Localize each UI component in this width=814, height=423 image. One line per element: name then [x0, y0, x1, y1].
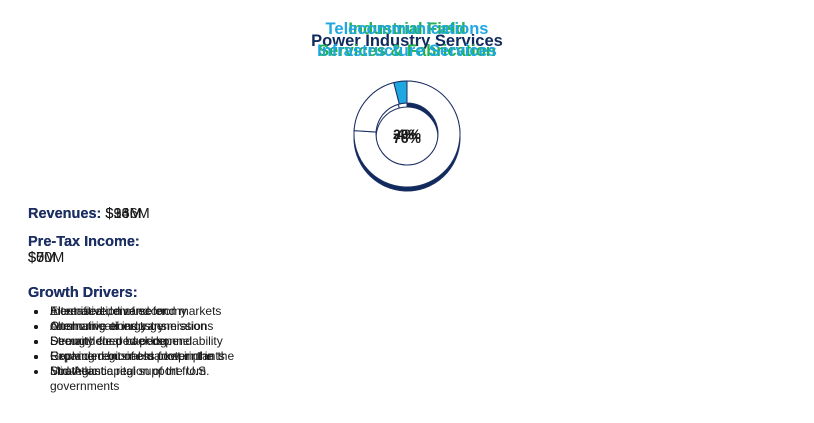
income-value: $0	[28, 250, 45, 266]
title-line: Services & Fabrication	[318, 42, 496, 60]
revenues-value: $346M	[105, 206, 150, 222]
donut-label: 4%	[397, 126, 418, 142]
income: Pre-Tax Income: $7M	[28, 234, 140, 266]
driver: Strategic capital support from governmen…	[48, 364, 258, 394]
income-label: Pre-Tax Income:	[28, 234, 140, 250]
driver: Onshoring of industry	[48, 319, 238, 334]
drivers-label: Growth Drivers:	[28, 285, 138, 301]
income: Pre-Tax Income: $0	[28, 234, 140, 266]
donut-label: 76%	[393, 130, 422, 146]
drivers-list: Electrification of economyAlternative en…	[28, 304, 258, 394]
title-line: Infrastructure Services	[317, 42, 497, 60]
income-value: $7M	[28, 250, 57, 266]
driver: Security cleared personnel	[48, 334, 248, 349]
driver: Increased demand for communications tran…	[48, 304, 248, 334]
donut-label: 20%	[393, 126, 422, 142]
driver: Expanded business footprint in the Mid-A…	[48, 349, 248, 379]
revenues: Revenues: $93M	[28, 206, 142, 222]
title-line: Power Industry Services	[311, 32, 503, 50]
driver: Demand for power dependability	[48, 334, 258, 349]
revenues: Revenues: $16M	[28, 206, 142, 222]
driver: Strengthened backlog	[48, 334, 238, 349]
title-line: Telecommunications	[325, 20, 489, 38]
driver: Alternative energy generation	[48, 319, 258, 334]
card-title: Telecommunications Infrastructure Service…	[0, 18, 814, 62]
driver: Electrification of economy	[48, 304, 258, 319]
card-title: Industrial Field Services & Fabrication	[0, 18, 814, 62]
drivers-label: Growth Drivers:	[28, 285, 138, 301]
revenues-label: Revenues:	[28, 206, 102, 222]
income: Pre-Tax Income: $50M	[28, 234, 140, 266]
revenues-label: Revenues:	[28, 206, 102, 222]
title-line: Industrial Field	[348, 20, 466, 38]
card-title: Power Industry Services	[0, 30, 814, 52]
income-label: Pre-Tax Income:	[28, 234, 140, 250]
donut: 4%	[353, 80, 461, 188]
revenues-label: Revenues:	[28, 206, 102, 222]
income-value: $50M	[28, 250, 65, 266]
revenues-value: $16M	[105, 206, 142, 222]
donut-segment	[393, 80, 408, 105]
driver: Replacement of old power plants	[48, 349, 258, 364]
donut-segment	[353, 82, 400, 133]
donut-segment	[353, 80, 461, 188]
revenues: Revenues: $346M	[28, 206, 150, 222]
income-label: Pre-Tax Income:	[28, 234, 140, 250]
driver: Alternative, diverse end markets	[48, 304, 238, 319]
drivers-label: Growth Drivers:	[28, 285, 138, 301]
drivers-list: Increased demand for communications tran…	[28, 304, 248, 379]
driver: Growing regional market in the Southeast	[48, 349, 238, 379]
revenues-value: $93M	[105, 206, 142, 222]
drivers-list: Alternative, diverse end marketsOnshorin…	[28, 304, 238, 379]
